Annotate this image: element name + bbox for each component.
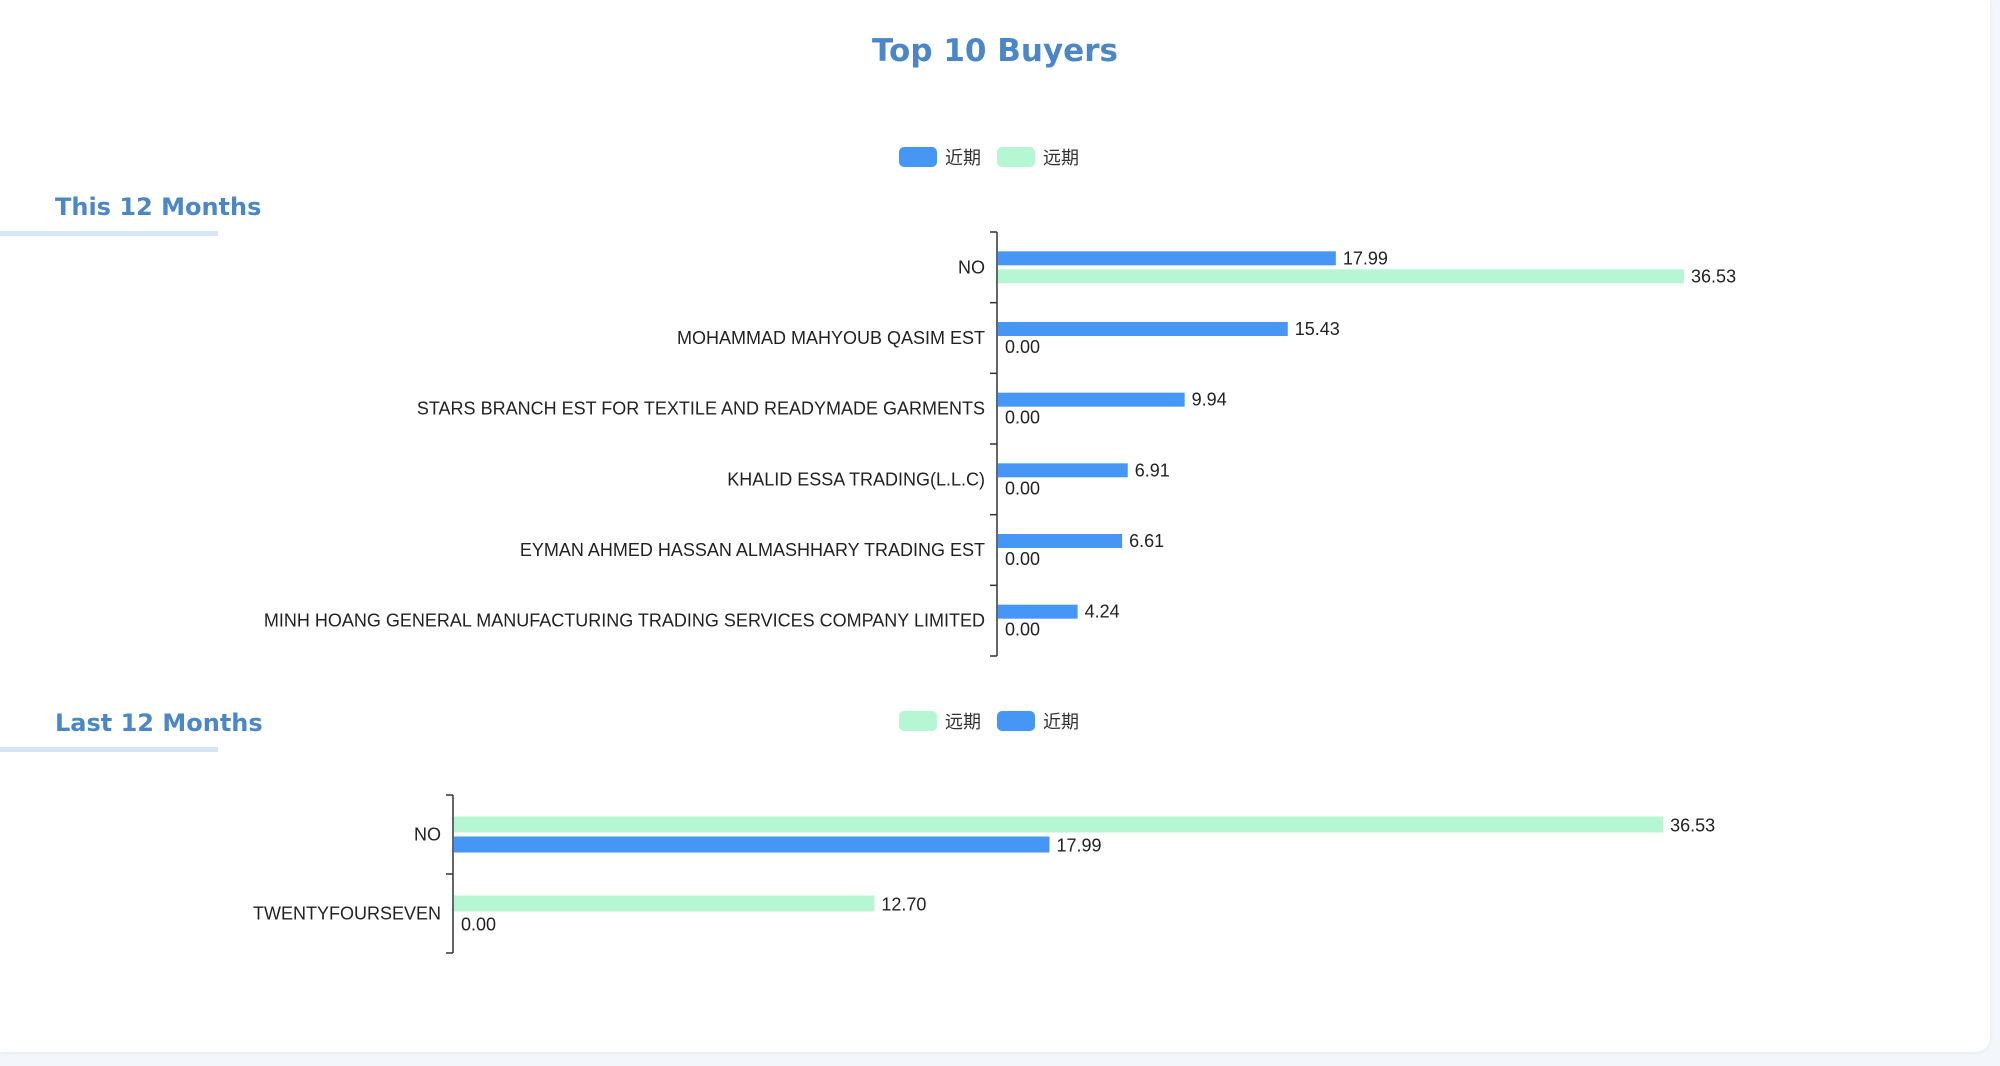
legend-label: 近期 — [945, 148, 981, 168]
bar — [998, 534, 1123, 548]
section-underline — [0, 231, 218, 236]
data-label: 15.43 — [1295, 319, 1340, 339]
bar — [998, 269, 1685, 284]
bar — [454, 895, 875, 912]
data-label: 17.99 — [1056, 836, 1101, 856]
section-underline — [0, 747, 218, 752]
category-label: TWENTYFOURSEVEN — [253, 904, 441, 924]
legend-label: 远期 — [1043, 148, 1079, 168]
page-title: Top 10 Buyers — [872, 33, 1118, 69]
data-label: 12.70 — [881, 895, 926, 915]
category-label: MOHAMMAD MAHYOUB QASIM EST — [677, 328, 985, 348]
section-title-last-12-months: Last 12 Months — [55, 709, 263, 737]
category-label: EYMAN AHMED HASSAN ALMASHHARY TRADING ES… — [520, 540, 985, 560]
bar — [998, 392, 1185, 407]
data-label: 0.00 — [1005, 408, 1040, 428]
legend-label: 远期 — [945, 712, 981, 732]
section-title-this-12-months: This 12 Months — [55, 193, 262, 221]
bar — [454, 836, 1050, 853]
category-label: KHALID ESSA TRADING(L.L.C) — [727, 469, 985, 489]
data-label: 6.91 — [1135, 460, 1170, 480]
bar — [454, 816, 1664, 833]
bar — [998, 463, 1128, 478]
legend-label: 近期 — [1043, 712, 1079, 732]
data-label: 36.53 — [1691, 266, 1736, 286]
category-label: STARS BRANCH EST FOR TEXTILE AND READYMA… — [417, 399, 985, 419]
data-label: 17.99 — [1343, 248, 1388, 268]
data-label: 4.24 — [1085, 602, 1120, 622]
data-label: 6.61 — [1129, 531, 1164, 551]
data-label: 36.53 — [1670, 816, 1715, 836]
data-label: 9.94 — [1192, 390, 1227, 410]
category-label: NO — [414, 825, 441, 845]
bar — [998, 251, 1336, 266]
data-label: 0.00 — [461, 915, 496, 935]
legend-swatch — [899, 711, 937, 731]
data-label: 0.00 — [1005, 620, 1040, 640]
data-label: 0.00 — [1005, 478, 1040, 498]
legend-swatch — [899, 147, 937, 167]
bar — [998, 604, 1078, 619]
legend-swatch — [997, 711, 1035, 731]
bar — [998, 322, 1288, 336]
data-label: 0.00 — [1005, 549, 1040, 569]
data-label: 0.00 — [1005, 337, 1040, 357]
category-label: NO — [958, 257, 985, 277]
category-label: MINH HOANG GENERAL MANUFACTURING TRADING… — [264, 611, 985, 631]
legend-swatch — [997, 147, 1035, 167]
